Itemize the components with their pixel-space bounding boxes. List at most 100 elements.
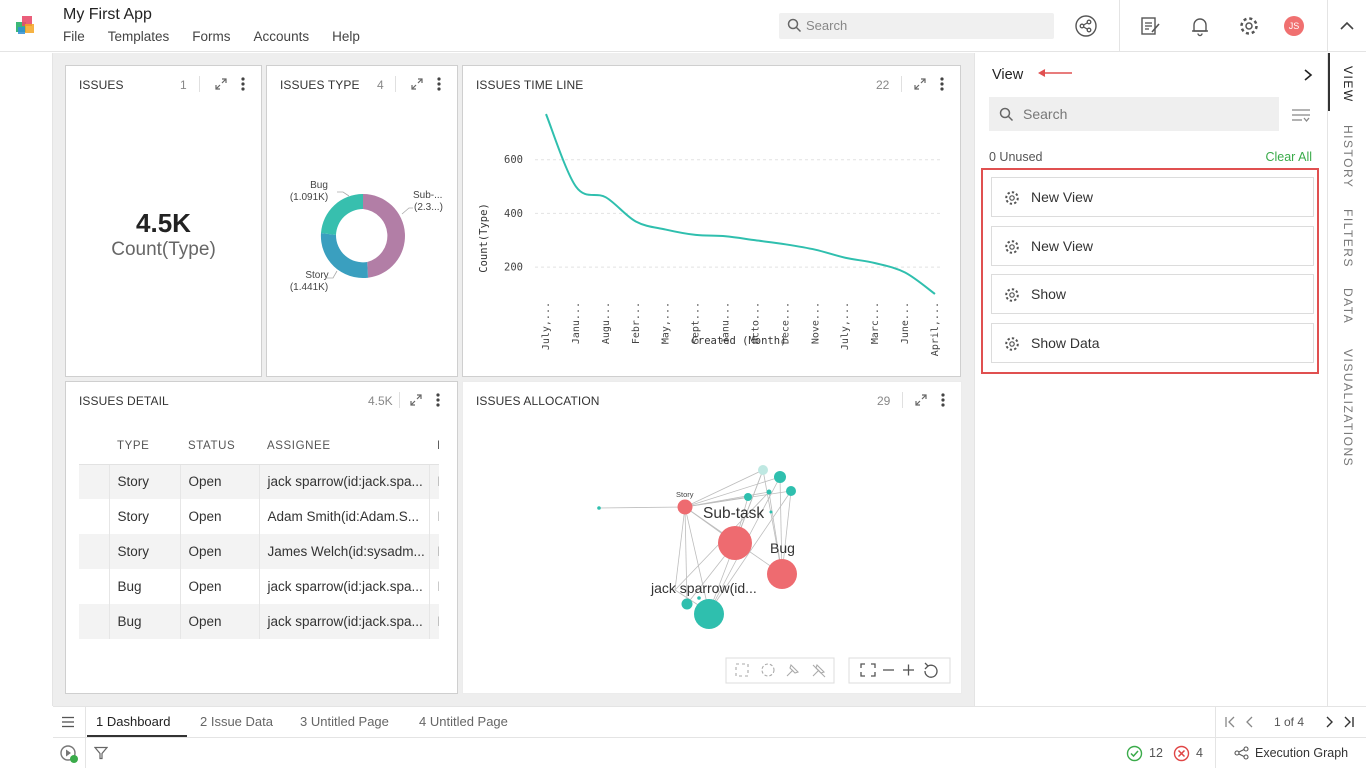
chevron-right-icon[interactable] [1302,68,1314,82]
tab-visualizations[interactable]: VISUALIZATIONS [1341,349,1355,468]
cell-assignee: jack sparrow(id:jack.spa... [259,464,430,499]
graph-node[interactable] [597,506,601,510]
page-tab-untitled-4[interactable]: 4 Untitled Page [419,714,508,729]
expand-icon[interactable] [913,77,927,91]
view-item[interactable]: Show [991,274,1314,314]
graph-node[interactable] [774,471,786,483]
unpin-icon[interactable] [812,663,826,678]
menu-accounts[interactable]: Accounts [253,29,310,44]
search-icon [999,107,1014,122]
zoom-in-icon[interactable] [903,664,914,676]
menu-templates[interactable]: Templates [107,29,170,44]
page-tab-untitled-3[interactable]: 3 Untitled Page [300,714,389,729]
menu-forms[interactable]: Forms [192,29,231,44]
page-tab-dashboard[interactable]: 1 Dashboard [96,714,171,729]
first-page-icon[interactable] [1224,716,1236,728]
column-header-assignee[interactable]: ASSIGNEE [259,428,429,465]
x-tick-label: Octo... [750,302,761,344]
search-placeholder: Search [806,18,848,33]
view-item[interactable]: New View [991,177,1314,217]
expand-icon[interactable] [410,77,424,91]
menu-help[interactable]: Help [332,29,360,44]
more-options-icon[interactable] [939,76,945,92]
share-icon[interactable] [1074,14,1098,38]
expand-icon[interactable] [214,77,228,91]
graph-node[interactable] [744,493,752,501]
graph-node[interactable] [769,510,773,514]
menu-file[interactable]: File [63,29,85,44]
active-page-indicator [87,735,187,737]
cell-assignee: jack sparrow(id:jack.spa... [259,604,430,639]
column-header-truncated[interactable]: I [429,428,439,465]
more-options-icon[interactable] [435,392,441,408]
graph-node[interactable] [758,465,768,475]
global-search-input[interactable]: Search [779,13,1054,39]
settings-gear-icon[interactable] [1237,14,1261,38]
tab-filters[interactable]: FILTERS [1341,209,1355,268]
expand-icon[interactable] [409,393,423,407]
view-search-input[interactable]: Search [989,97,1279,131]
graph-node[interactable] [766,489,772,495]
filter-funnel-icon[interactable] [94,746,108,760]
view-item[interactable]: New View [991,226,1314,266]
more-options-icon[interactable] [240,76,246,92]
chevron-up-icon[interactable] [1335,14,1359,38]
graph-node-subtask[interactable] [718,526,752,560]
column-header-status[interactable]: STATUS [180,428,259,465]
network-graph: Story Sub-task Bug jack sparrow(id... [597,465,951,684]
execution-graph-button[interactable]: Execution Graph [1255,746,1349,760]
graph-node-story[interactable] [677,499,693,515]
tab-view[interactable]: VIEW [1341,66,1355,103]
sort-filter-icon[interactable] [1291,107,1311,123]
next-page-icon[interactable] [1325,716,1335,728]
execution-graph-icon[interactable] [1234,746,1250,760]
graph-node-assignee[interactable] [694,599,724,629]
edit-notes-icon[interactable] [1139,14,1163,38]
view-side-panel: View Search 0 Unused Clear All New View … [974,53,1327,706]
tab-divider [85,707,86,737]
x-tick-label: Sept... [691,302,702,344]
graph-node[interactable] [697,596,701,600]
expand-icon[interactable] [914,393,928,407]
fit-screen-icon[interactable] [860,663,876,677]
pin-icon[interactable] [786,663,800,677]
graph-node[interactable] [786,486,796,496]
user-avatar[interactable]: JS [1284,16,1304,36]
cell-truncated: I [429,604,439,639]
column-header-type[interactable]: TYPE [109,428,180,465]
run-status-icon[interactable] [59,744,79,764]
notification-bell-icon[interactable] [1188,14,1212,38]
panel-count: 1 [180,78,187,92]
tab-data[interactable]: DATA [1341,288,1355,325]
prev-page-icon[interactable] [1244,716,1254,728]
expand-nodes-icon[interactable] [735,663,749,677]
more-options-icon[interactable] [940,392,946,408]
view-item-label: New View [1031,189,1093,205]
status-divider [1215,738,1216,768]
series-line-count [545,113,936,295]
refresh-icon[interactable] [924,662,938,678]
graph-node[interactable] [681,598,693,610]
view-list: New View New View Show Show Data [981,168,1319,374]
tab-history[interactable]: HISTORY [1341,125,1355,189]
last-page-icon[interactable] [1343,716,1355,728]
clear-all-link[interactable]: Clear All [1265,150,1312,164]
app-logo-icon [14,14,38,38]
slice-value-subtask: (2.3...) [414,202,443,213]
view-item[interactable]: Show Data [991,323,1314,363]
collapse-nodes-icon[interactable] [761,663,775,677]
hamburger-menu-icon[interactable] [61,716,75,728]
page-tab-issue-data[interactable]: 2 Issue Data [200,714,273,729]
more-options-icon[interactable] [436,76,442,92]
graph-node-bug[interactable] [767,559,797,589]
search-icon [787,18,802,33]
table-header-row: TYPE STATUS ASSIGNEE I [79,428,439,465]
cell-type: Bug [109,604,181,639]
